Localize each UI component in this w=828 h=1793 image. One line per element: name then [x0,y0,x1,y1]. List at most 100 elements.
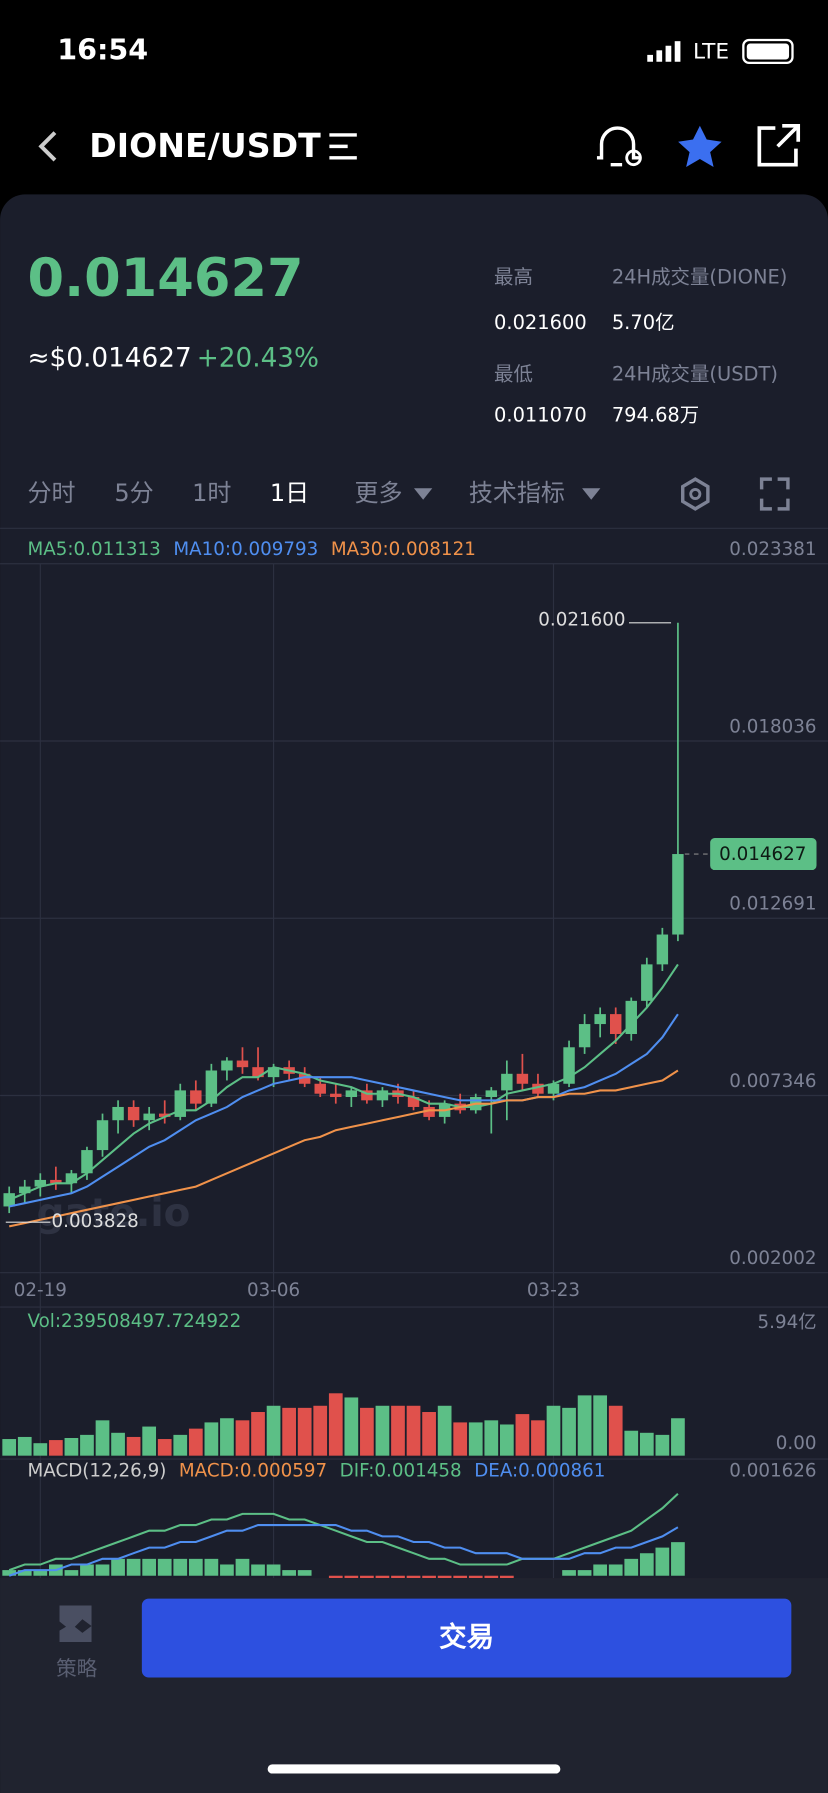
settings[interactable] [681,477,710,511]
volume-bar [173,1434,188,1456]
macd-bar [2,1570,17,1576]
fullscreen[interactable] [759,477,790,511]
candle-body [345,1090,358,1098]
stat-value: 0.021600 [494,311,587,334]
macd-bar [173,1558,188,1576]
volume-bar [157,1439,172,1456]
candle-body [485,1090,498,1098]
volume-bar [17,1436,32,1456]
candle-body [298,1073,311,1084]
macd-bar [484,1575,499,1579]
macd-bar [142,1558,157,1576]
macd-bar [157,1558,172,1576]
macd-bar [188,1558,203,1576]
y-tick-label: 0.002002 [729,1248,816,1269]
candle-body [361,1090,373,1101]
tab[interactable]: 分时 [27,479,75,507]
volume-bar [95,1420,110,1456]
volume-bar [64,1437,79,1456]
battery-level [746,43,790,60]
candle-body [516,1073,529,1084]
stat-value: 5.70亿 [612,311,675,334]
candle-body [423,1106,435,1117]
trade-button[interactable] [141,1598,792,1678]
volume-bar [360,1407,374,1456]
candle-body [532,1083,544,1094]
macd-title: MACD(12,26,9) [27,1461,166,1482]
macd-bar [639,1553,654,1576]
volume-bar [655,1434,670,1456]
candle-body [578,1024,591,1048]
volume-bar [80,1434,94,1456]
macd-line [8,1524,679,1577]
favorite[interactable] [678,125,722,167]
volume-bar [220,1418,234,1456]
volume-bar [126,1436,141,1456]
macd-bar [80,1564,94,1576]
tab[interactable]: 技术指标 [469,479,565,507]
macd-bar [499,1575,514,1579]
high-label: 0.021600 [538,610,625,631]
macd-bar [360,1575,374,1579]
menu-icon[interactable] [329,133,357,160]
ma-line [8,963,679,1201]
macd-bar [204,1558,219,1576]
alert-icon[interactable] [596,126,641,167]
legend-entry: MA5:0.011313 [27,539,160,560]
macd-bar [282,1570,296,1576]
candle-body [143,1113,155,1121]
candle-body [50,1179,62,1184]
y-tick-label: 5.94亿 [758,1312,817,1333]
volume-bar [453,1422,468,1456]
volume-bar [562,1407,576,1456]
stat-label: 24H成交量(DIONE) [612,265,788,288]
panel [0,194,828,1793]
ma-line [8,1013,679,1208]
macd-bar [126,1558,141,1576]
macd-bar [391,1575,405,1579]
tab-active[interactable]: 1日 [270,479,309,507]
strategy-icon[interactable] [59,1605,92,1643]
trade-label[interactable]: 交易 [439,1621,494,1653]
macd-bar [562,1570,576,1576]
volume-bar [204,1422,219,1456]
candle-body [656,934,669,965]
candle-body [112,1106,124,1121]
macd-bar [266,1564,281,1576]
back[interactable] [38,131,57,162]
network: LTE [693,40,729,65]
volume-bar [671,1418,685,1456]
volume-bar [375,1405,390,1456]
macd-bar [375,1575,390,1579]
macd-bar [64,1570,79,1576]
stat-label: 最低 [494,363,533,386]
tab[interactable]: 更多 [355,479,403,507]
macd-bar [328,1575,343,1579]
candle-body [81,1150,93,1174]
volume-bar [344,1397,359,1456]
volume-bar [391,1405,405,1456]
y-tick-label: 0.001626 [729,1461,816,1482]
pair[interactable]: DIONE/USDT [89,126,321,165]
volume-bar [313,1405,328,1456]
volume-bar [297,1407,312,1456]
volume-bar [515,1414,530,1456]
volume-bar [422,1412,436,1456]
volume-bar [437,1405,452,1456]
share[interactable] [757,123,801,167]
last-price-tag [710,838,817,871]
tabs: 分时 5分 1时 1日 更多 技术指标 [27,479,564,507]
strategy[interactable]: 策略 [56,1657,98,1681]
candle-body [252,1067,264,1078]
tab[interactable]: 1时 [192,479,231,507]
volume-bar [111,1432,125,1456]
volume-bar [251,1412,265,1456]
volume-bar [48,1440,63,1456]
x-tick-label: 03-06 [247,1280,300,1301]
candle-body [174,1090,186,1117]
tab[interactable]: 5分 [114,479,153,507]
macd-bar [577,1570,592,1576]
legend-entry: DIF:0.001458 [340,1461,462,1482]
candle-body [267,1067,280,1078]
candle-body [625,1000,637,1035]
